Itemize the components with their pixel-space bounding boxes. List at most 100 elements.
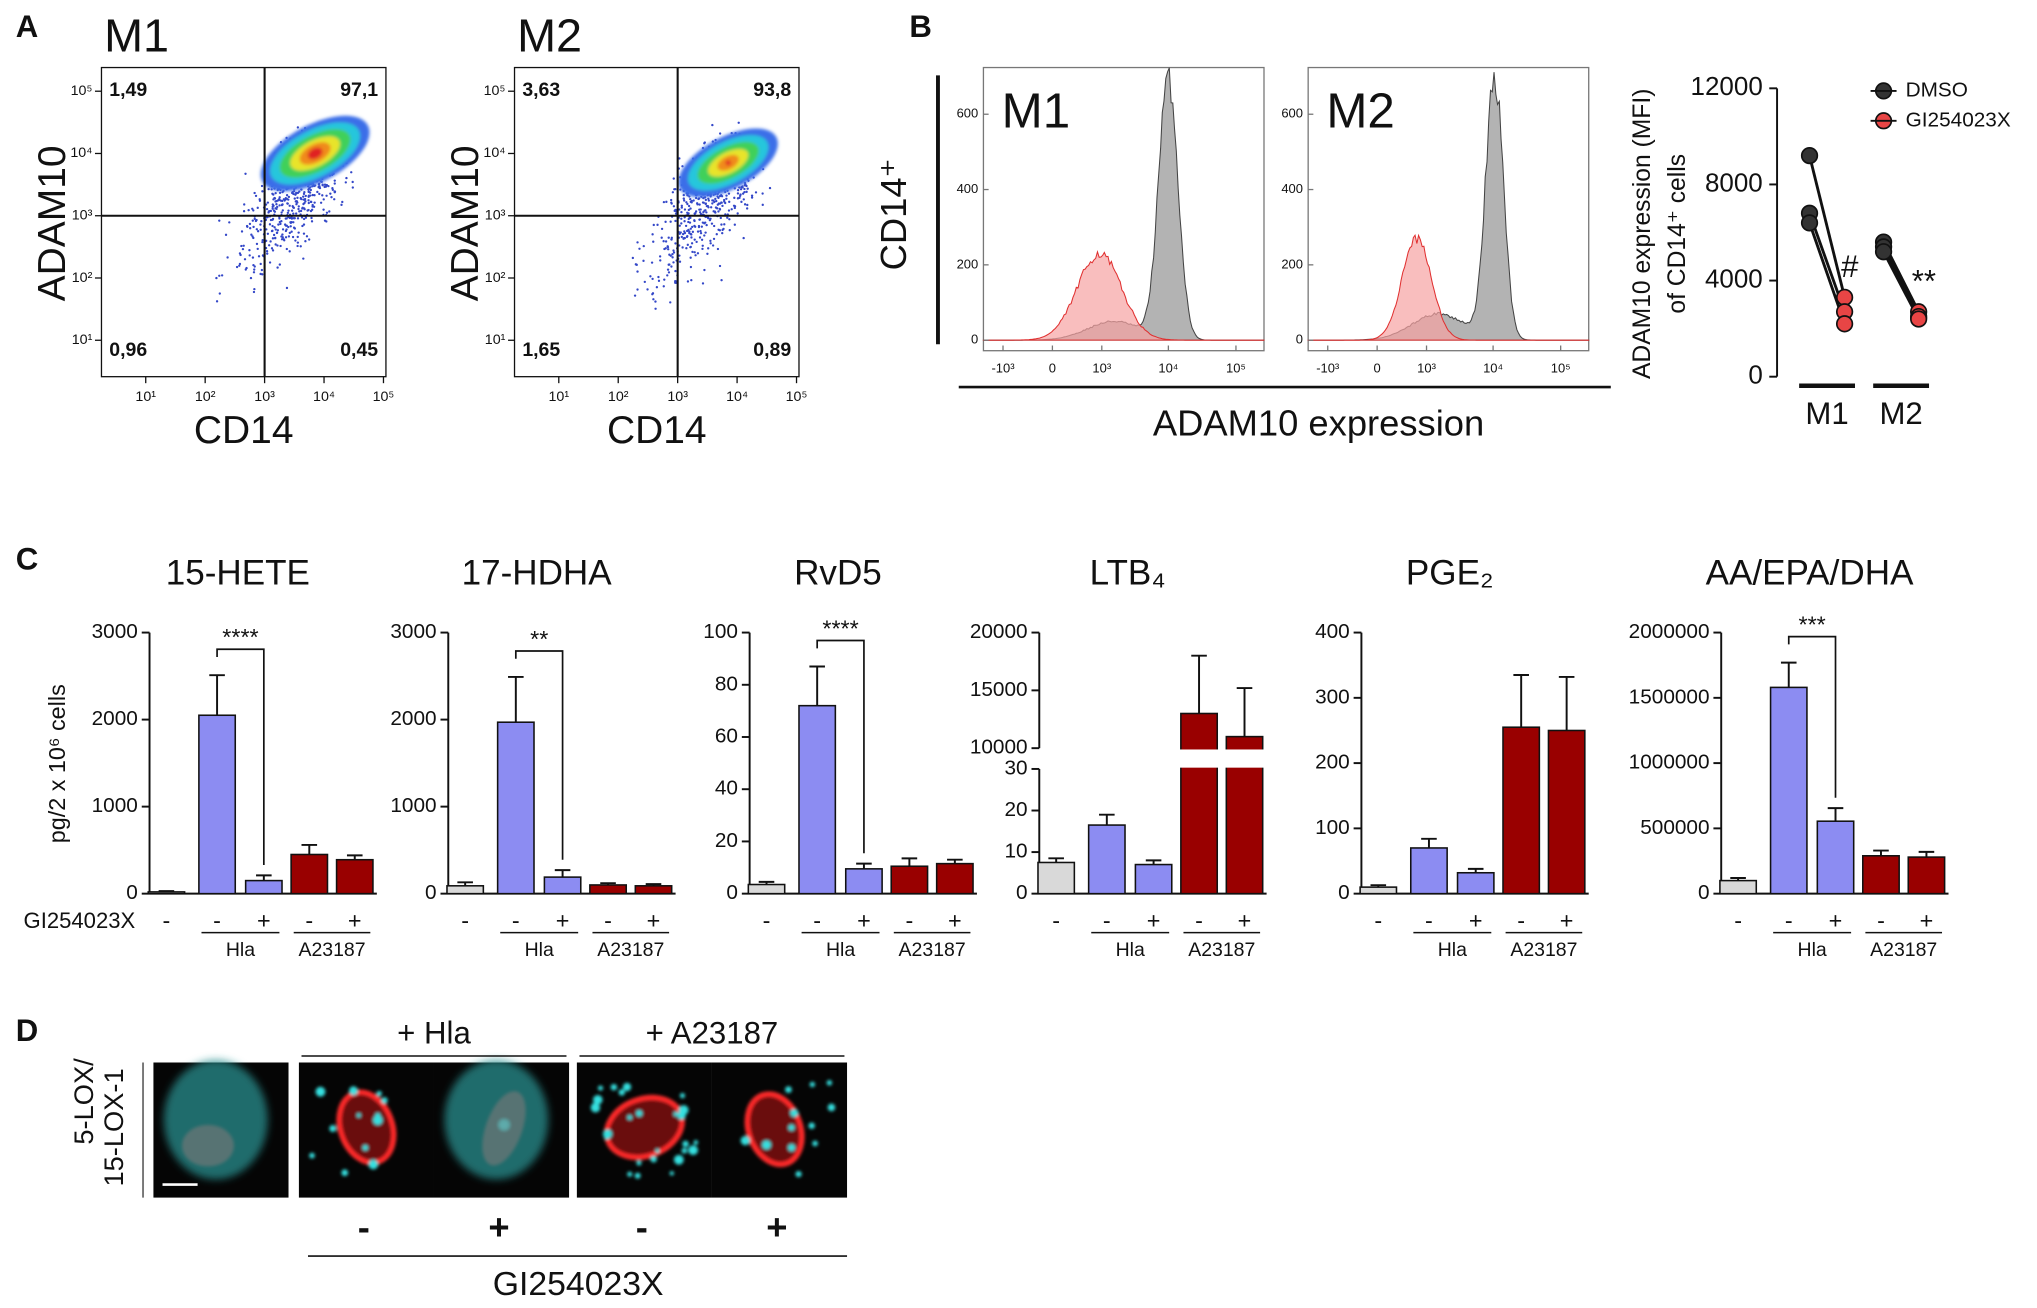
- panel-label: A: [16, 9, 39, 44]
- error-bar: [947, 858, 963, 864]
- y-tick-label: 20: [715, 829, 738, 852]
- event-dot: [325, 211, 329, 214]
- x-tick-label: -: [813, 907, 821, 933]
- cyan-granule: [627, 1171, 633, 1177]
- x-tick-label: 0: [1049, 360, 1056, 375]
- event-dot: [298, 190, 301, 193]
- event-dot: [215, 276, 218, 280]
- event-dot: [272, 193, 275, 196]
- event-dot: [298, 210, 301, 213]
- x-axis-label: ADAM10 expression: [1153, 403, 1484, 444]
- y-tick-label: 10⁴: [483, 145, 505, 161]
- event-dot: [707, 197, 710, 200]
- y-tick-label: 8000: [1705, 167, 1763, 197]
- event-dot: [733, 206, 736, 210]
- event-dot: [296, 244, 299, 248]
- event-dot: [737, 121, 740, 124]
- event-dot: [667, 271, 671, 274]
- event-dot: [685, 235, 689, 239]
- event-dot: [273, 210, 277, 213]
- bar: [496, 721, 535, 895]
- event-dot: [720, 195, 724, 198]
- event-dot: [215, 300, 219, 303]
- event-dot: [706, 252, 709, 255]
- event-dot: [259, 223, 262, 226]
- event-dot: [261, 238, 264, 242]
- x-tick-label: -: [905, 907, 913, 933]
- event-dot: [688, 231, 691, 235]
- x-tick-label: -: [1374, 907, 1382, 933]
- event-dot: [683, 220, 686, 223]
- y-tick-label: 60: [715, 724, 738, 747]
- cyan-granule: [622, 1082, 632, 1092]
- cell: [309, 1086, 397, 1177]
- y-tick-label: 200: [957, 256, 979, 271]
- y-tick-label: 80: [715, 672, 738, 695]
- event-dot: [660, 227, 664, 231]
- cyan-granule: [376, 1090, 382, 1097]
- event-dot: [345, 176, 348, 180]
- event-dot: [682, 237, 686, 240]
- event-dot: [687, 217, 690, 221]
- event-dot: [698, 203, 701, 206]
- y-tick-label: 0: [1016, 881, 1028, 904]
- significance-label: ****: [222, 624, 258, 650]
- y-tick-label: 1000: [390, 794, 436, 817]
- event-dot: [279, 244, 282, 248]
- event-dot: [313, 184, 316, 188]
- event-dot: [687, 208, 691, 212]
- event-dot: [718, 132, 722, 135]
- event-dot: [299, 245, 302, 248]
- event-dot: [283, 223, 287, 226]
- event-dot: [742, 236, 745, 240]
- event-dot: [750, 194, 754, 197]
- density-layer: [307, 147, 323, 160]
- event-dot: [253, 191, 256, 195]
- event-dot: [693, 238, 696, 241]
- event-dot: [302, 195, 305, 198]
- group-label: A23187: [1510, 939, 1577, 961]
- event-dot: [643, 280, 646, 284]
- event-dot: [743, 190, 746, 194]
- event-dot: [745, 190, 748, 194]
- cyan-granule: [602, 1129, 612, 1139]
- event-dot: [290, 209, 294, 212]
- quadrant-percent: 3,63: [522, 79, 560, 101]
- event-dot: [265, 228, 268, 231]
- error-bar: [457, 881, 473, 886]
- event-dot: [253, 287, 256, 291]
- event-dot: [685, 229, 689, 233]
- event-dot: [303, 208, 306, 211]
- event-dot: [273, 196, 276, 200]
- event-dot: [322, 208, 325, 211]
- event-dot: [699, 229, 702, 233]
- event-dot: [261, 240, 264, 244]
- x-tick-label: 10³: [254, 389, 275, 405]
- event-dot: [258, 199, 262, 202]
- event-dot: [307, 208, 310, 212]
- event-dot: [633, 294, 637, 297]
- event-dot: [302, 257, 305, 260]
- cyan-granule: [315, 1086, 326, 1097]
- cyan-granule: [785, 1086, 792, 1094]
- x-tick-label: +: [647, 907, 661, 933]
- cyan-granule: [627, 1115, 633, 1120]
- event-dot: [680, 235, 683, 239]
- event-dot: [276, 205, 279, 209]
- cyan-granule: [329, 1124, 337, 1132]
- event-dot: [689, 200, 692, 204]
- y-tick-label: 600: [1281, 106, 1303, 121]
- event-dot: [285, 224, 288, 227]
- error-bar: [346, 854, 363, 860]
- x-tick-label: 10¹: [548, 389, 569, 405]
- event-dot: [309, 200, 313, 204]
- bar: [1359, 886, 1398, 895]
- event-dot: [252, 263, 255, 267]
- y-tick-label: 10⁴: [70, 145, 92, 161]
- event-dot: [664, 247, 667, 250]
- group-label: A23187: [597, 939, 664, 961]
- event-dot: [701, 282, 705, 285]
- x-tick-label: +: [1829, 907, 1843, 933]
- y-tick-label: 600: [957, 106, 979, 121]
- event-dot: [260, 220, 263, 223]
